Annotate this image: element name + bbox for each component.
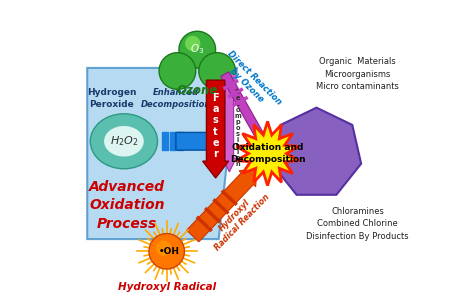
Text: Hydroxyl Radical: Hydroxyl Radical [118, 282, 216, 292]
FancyArrow shape [222, 86, 236, 172]
Text: Chloramines
Combined Chlorine
Disinfection By Products: Chloramines Combined Chlorine Disinfecti… [306, 207, 409, 241]
Circle shape [185, 36, 201, 51]
FancyArrow shape [176, 130, 219, 152]
Text: Hydroxyl
Radical Reaction: Hydroxyl Radical Reaction [206, 186, 272, 253]
Polygon shape [236, 121, 299, 186]
Text: F
a
s
t
e
r: F a s t e r [212, 93, 219, 159]
Ellipse shape [91, 114, 157, 169]
Text: D
e
c
o
m
p
o
s
i
t
i
o
n: D e c o m p o s i t i o n [234, 88, 241, 166]
Circle shape [149, 234, 184, 269]
Polygon shape [272, 108, 361, 195]
Polygon shape [87, 68, 237, 239]
Text: $O_3$: $O_3$ [190, 43, 204, 56]
Text: Oxidation and
Decomposition: Oxidation and Decomposition [230, 143, 305, 164]
Circle shape [156, 241, 171, 256]
Text: $H_2O_2$: $H_2O_2$ [109, 134, 138, 148]
Text: Ozone: Ozone [177, 84, 218, 97]
Text: Direct Reaction
by Ozone: Direct Reaction by Ozone [218, 49, 283, 114]
Circle shape [199, 52, 236, 89]
Text: Organic  Materials
Microorganisms
Micro contaminants: Organic Materials Microorganisms Micro c… [316, 57, 399, 91]
Text: •OH: •OH [159, 247, 180, 256]
Text: Hydrogen
Peroxide: Hydrogen Peroxide [87, 88, 137, 109]
FancyArrow shape [202, 80, 228, 178]
Text: Enhanced
Decomposition: Enhanced Decomposition [141, 88, 211, 109]
Circle shape [179, 31, 216, 68]
Ellipse shape [104, 126, 144, 157]
FancyArrow shape [221, 72, 265, 144]
FancyArrow shape [187, 169, 257, 242]
Circle shape [159, 52, 196, 89]
Text: Advanced
Oxidation
Process: Advanced Oxidation Process [89, 180, 165, 231]
